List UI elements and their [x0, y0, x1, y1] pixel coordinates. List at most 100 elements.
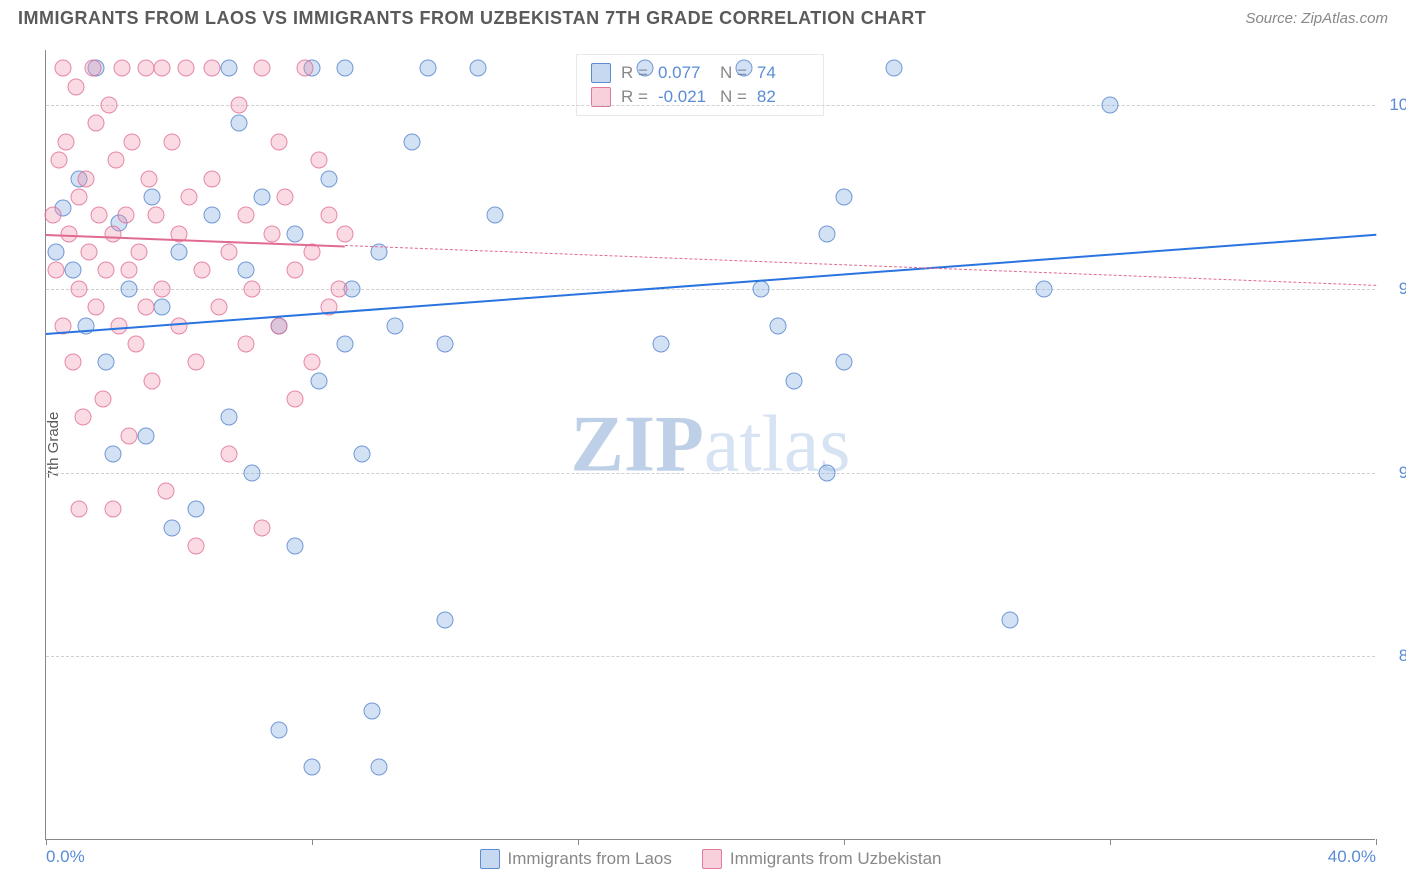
chart-header: IMMIGRANTS FROM LAOS VS IMMIGRANTS FROM … [0, 0, 1406, 33]
x-tick-label: 40.0% [1328, 847, 1376, 867]
scatter-point [310, 372, 327, 389]
x-tick [1110, 839, 1111, 845]
scatter-point [254, 188, 271, 205]
scatter-point [114, 60, 131, 77]
scatter-point [244, 464, 261, 481]
scatter-point [1002, 611, 1019, 628]
scatter-point [237, 262, 254, 279]
scatter-point [104, 446, 121, 463]
scatter-point [653, 335, 670, 352]
scatter-point [154, 280, 171, 297]
scatter-point [264, 225, 281, 242]
scatter-point [836, 188, 853, 205]
scatter-point [220, 244, 237, 261]
scatter-point [47, 244, 64, 261]
scatter-point [287, 538, 304, 555]
scatter-point [97, 262, 114, 279]
scatter-point [144, 188, 161, 205]
scatter-point [736, 60, 753, 77]
scatter-point [1102, 97, 1119, 114]
scatter-point [137, 299, 154, 316]
scatter-point [819, 225, 836, 242]
scatter-point [117, 207, 134, 224]
scatter-point [220, 446, 237, 463]
scatter-point [147, 207, 164, 224]
scatter-point [636, 60, 653, 77]
chart-container: 7th Grade ZIPatlas R = 0.077 N = 74 R = … [45, 50, 1375, 840]
scatter-point [270, 317, 287, 334]
scatter-point [254, 519, 271, 536]
scatter-point [752, 280, 769, 297]
legend-bottom-uzbek: Immigrants from Uzbekistan [702, 849, 942, 869]
scatter-point [220, 60, 237, 77]
scatter-point [254, 60, 271, 77]
scatter-point [819, 464, 836, 481]
scatter-point [277, 188, 294, 205]
x-tick [578, 839, 579, 845]
scatter-point [337, 60, 354, 77]
chart-source: Source: ZipAtlas.com [1245, 10, 1388, 27]
scatter-point [363, 703, 380, 720]
scatter-point [84, 60, 101, 77]
legend-label-laos: Immigrants from Laos [507, 849, 671, 869]
scatter-point [177, 60, 194, 77]
scatter-point [47, 262, 64, 279]
scatter-point [786, 372, 803, 389]
scatter-point [204, 60, 221, 77]
legend-bottom: Immigrants from Laos Immigrants from Uzb… [479, 849, 941, 869]
watermark: ZIPatlas [571, 399, 851, 490]
scatter-point [121, 262, 138, 279]
scatter-point [111, 317, 128, 334]
scatter-point [370, 758, 387, 775]
y-tick-label: 85.0% [1399, 646, 1406, 666]
scatter-point [97, 354, 114, 371]
scatter-point [124, 133, 141, 150]
scatter-point [94, 391, 111, 408]
scatter-point [470, 60, 487, 77]
scatter-point [230, 115, 247, 132]
scatter-point [320, 207, 337, 224]
scatter-point [403, 133, 420, 150]
x-tick [844, 839, 845, 845]
legend-row-laos: R = 0.077 N = 74 [591, 61, 809, 85]
scatter-point [107, 152, 124, 169]
legend-top: R = 0.077 N = 74 R = -0.021 N = 82 [576, 54, 824, 116]
scatter-point [270, 721, 287, 738]
swatch-pink-icon [591, 87, 611, 107]
legend-label-uzbek: Immigrants from Uzbekistan [730, 849, 942, 869]
scatter-point [154, 299, 171, 316]
scatter-point [237, 207, 254, 224]
scatter-point [87, 115, 104, 132]
scatter-point [337, 225, 354, 242]
scatter-point [180, 188, 197, 205]
scatter-point [81, 244, 98, 261]
scatter-point [320, 170, 337, 187]
scatter-point [230, 97, 247, 114]
scatter-point [171, 244, 188, 261]
n-value-laos: 74 [757, 61, 809, 85]
scatter-point [101, 97, 118, 114]
scatter-point [137, 60, 154, 77]
scatter-point [237, 335, 254, 352]
scatter-point [287, 262, 304, 279]
scatter-point [91, 207, 108, 224]
scatter-point [121, 427, 138, 444]
scatter-point [144, 372, 161, 389]
scatter-point [164, 133, 181, 150]
scatter-point [1035, 280, 1052, 297]
plot-area: ZIPatlas R = 0.077 N = 74 R = -0.021 N =… [45, 50, 1375, 840]
scatter-point [187, 538, 204, 555]
scatter-point [187, 501, 204, 518]
scatter-point [304, 758, 321, 775]
scatter-point [486, 207, 503, 224]
scatter-point [204, 207, 221, 224]
scatter-point [210, 299, 227, 316]
scatter-point [330, 280, 347, 297]
r-value-laos: 0.077 [658, 61, 710, 85]
scatter-point [154, 60, 171, 77]
scatter-point [885, 60, 902, 77]
scatter-point [836, 354, 853, 371]
scatter-point [137, 427, 154, 444]
x-tick [312, 839, 313, 845]
scatter-point [67, 78, 84, 95]
